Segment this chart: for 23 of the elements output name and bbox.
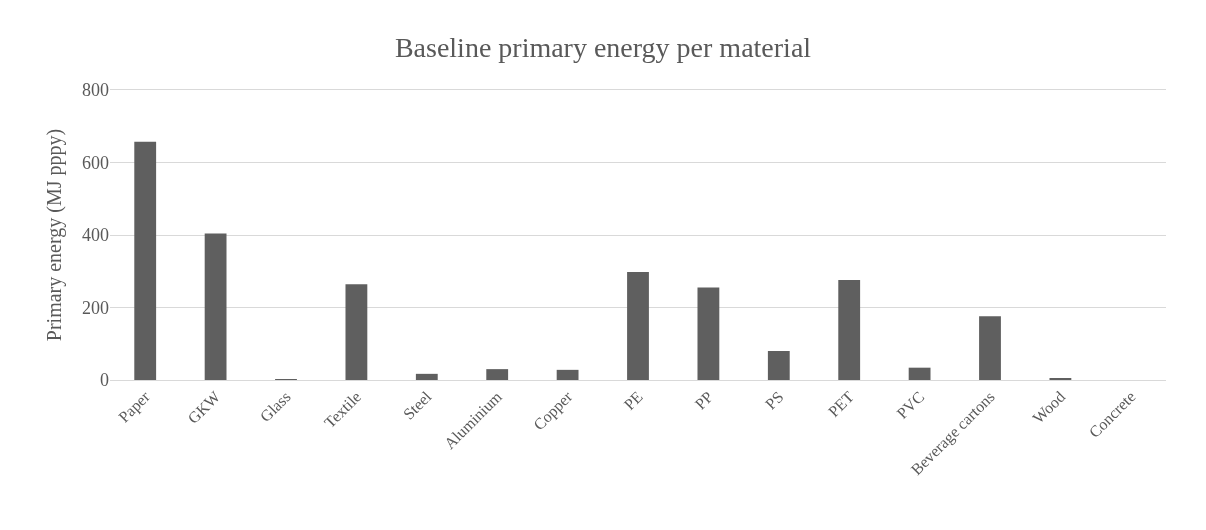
x-tick-label: PET bbox=[824, 387, 858, 421]
bar bbox=[486, 369, 509, 380]
x-tick-label: PS bbox=[761, 387, 787, 413]
y-tick-label: 800 bbox=[82, 80, 109, 101]
bar bbox=[838, 279, 861, 380]
bar bbox=[345, 284, 368, 380]
bar bbox=[627, 271, 649, 380]
bar bbox=[979, 316, 1001, 380]
bar bbox=[134, 141, 157, 380]
bar bbox=[767, 351, 790, 380]
y-axis-title: Primary energy (MJ pppy) bbox=[42, 128, 66, 342]
y-tick-label: 0 bbox=[100, 370, 109, 391]
bar bbox=[697, 287, 720, 380]
bar bbox=[556, 369, 579, 380]
y-tick-label: 400 bbox=[82, 225, 109, 246]
x-tick-label: PP bbox=[691, 387, 717, 413]
bar bbox=[204, 233, 227, 380]
bar bbox=[908, 367, 931, 380]
y-tick-label: 600 bbox=[82, 152, 109, 173]
y-tick-label: 200 bbox=[82, 297, 109, 318]
bar bbox=[415, 373, 438, 380]
x-tick-label: PE bbox=[620, 387, 646, 414]
chart-title: Baseline primary energy per material bbox=[394, 31, 812, 63]
